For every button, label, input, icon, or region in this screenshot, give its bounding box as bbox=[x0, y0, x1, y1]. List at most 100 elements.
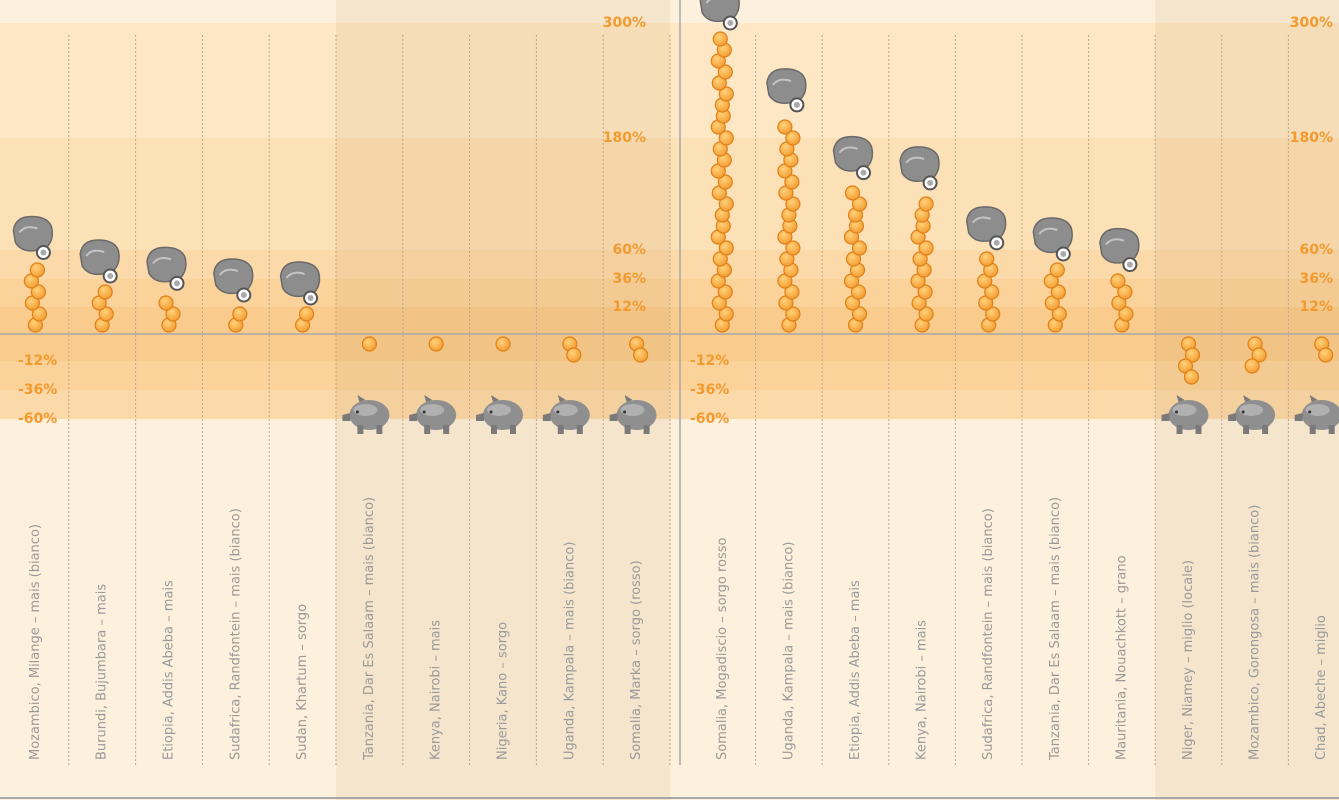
coin bbox=[919, 197, 933, 211]
piggy-icon bbox=[490, 411, 493, 414]
wallet-icon bbox=[1060, 251, 1066, 257]
category-label: Niger, Niamey – miglio (locale) bbox=[1181, 560, 1196, 760]
wallet-icon bbox=[308, 295, 314, 301]
piggy-icon bbox=[644, 425, 650, 434]
wallet-icon bbox=[174, 280, 180, 286]
y-tick-label: 12% bbox=[1299, 299, 1333, 315]
wallet-icon bbox=[107, 273, 113, 279]
y-tick-label: 180% bbox=[1290, 130, 1333, 146]
piggy-icon bbox=[356, 411, 359, 414]
piggy-icon bbox=[577, 425, 583, 434]
piggy-icon bbox=[353, 404, 377, 416]
coin bbox=[713, 32, 727, 46]
coin bbox=[1319, 348, 1333, 362]
coin bbox=[233, 307, 247, 321]
piggy-icon bbox=[1242, 411, 1245, 414]
category-label: Tanzania, Dar Es Salaam – mais (bianco) bbox=[1048, 497, 1063, 761]
coin bbox=[98, 285, 112, 299]
chart: Mozambico, Milange – mais (bianco) Burund… bbox=[0, 0, 1339, 800]
coin bbox=[1245, 359, 1259, 373]
category-label: Chad, Abeche – miglio bbox=[1314, 615, 1329, 760]
category-label: Mozambico, Gorongosa – mais (bianco) bbox=[1248, 505, 1263, 760]
category-label: Kenya, Nairobi – mais bbox=[915, 620, 930, 760]
coin bbox=[567, 348, 581, 362]
coin bbox=[429, 337, 443, 351]
piggy-icon bbox=[1262, 425, 1268, 434]
piggy-icon bbox=[1329, 425, 1335, 434]
piggy-icon bbox=[1173, 404, 1197, 416]
y-tick-label: -36% bbox=[18, 382, 57, 398]
wallet-icon bbox=[1127, 262, 1133, 268]
y-tick-label: 36% bbox=[612, 271, 646, 287]
y-tick-label: 36% bbox=[1299, 271, 1333, 287]
y-tick-label: 60% bbox=[1299, 242, 1333, 258]
piggy-icon bbox=[423, 411, 426, 414]
y-tick-label: 300% bbox=[603, 15, 646, 31]
y-tick-label: 300% bbox=[1290, 15, 1333, 31]
background bbox=[0, 0, 1339, 800]
coin bbox=[30, 263, 44, 277]
y-tick-label: -36% bbox=[690, 382, 729, 398]
wallet-icon bbox=[727, 20, 733, 26]
wallet-icon bbox=[861, 170, 867, 176]
category-label: Etiopia, Addis Abeba – mais bbox=[848, 580, 863, 760]
piggy-icon bbox=[357, 425, 363, 434]
piggy-icon bbox=[487, 404, 511, 416]
category-label: Somalia, Mogadiscio – sorgo rosso bbox=[715, 537, 730, 760]
piggy-icon bbox=[376, 425, 382, 434]
category-label: Nigeria, Kano – sorgo bbox=[496, 622, 511, 760]
category-label: Mozambico, Milange – mais (bianco) bbox=[28, 524, 43, 760]
category-label: Kenya, Nairobi – mais bbox=[429, 620, 444, 760]
coin bbox=[496, 337, 510, 351]
piggy-icon bbox=[1306, 404, 1330, 416]
category-label: Uganda, Kampala – mais (bianco) bbox=[781, 542, 796, 760]
piggy-icon bbox=[1177, 425, 1183, 434]
piggy-icon bbox=[443, 425, 449, 434]
category-label: Sudafrica, Randfontein – mais (bianco) bbox=[228, 508, 243, 760]
piggy-icon bbox=[491, 425, 497, 434]
coin bbox=[362, 337, 376, 351]
y-tick-label: -60% bbox=[690, 411, 729, 427]
wallet-icon bbox=[994, 240, 1000, 246]
coin bbox=[1111, 274, 1125, 288]
piggy-icon bbox=[1239, 404, 1263, 416]
y-tick-label: -12% bbox=[690, 353, 729, 369]
piggy-icon bbox=[554, 404, 578, 416]
y-tick-label: 12% bbox=[612, 299, 646, 315]
piggy-icon bbox=[1243, 425, 1249, 434]
category-label: Etiopia, Addis Abeba – mais bbox=[162, 580, 177, 760]
coin bbox=[1050, 263, 1064, 277]
category-label: Somalia, Marka – sorgo (rosso) bbox=[629, 560, 644, 760]
wallet-icon bbox=[40, 250, 46, 256]
coin bbox=[980, 252, 994, 266]
category-label: Sudafrica, Randfontein – mais (bianco) bbox=[981, 508, 996, 760]
y-tick-label: 180% bbox=[603, 130, 646, 146]
piggy-icon bbox=[623, 411, 626, 414]
coin bbox=[159, 296, 173, 310]
coin bbox=[634, 348, 648, 362]
piggy-icon bbox=[510, 425, 516, 434]
piggy-icon bbox=[1175, 411, 1178, 414]
category-label: Mauritania, Nouachkott – grano bbox=[1114, 555, 1129, 760]
category-label: Uganda, Kampala – mais (bianco) bbox=[562, 542, 577, 760]
wallet-icon bbox=[794, 102, 800, 108]
coin bbox=[300, 307, 314, 321]
category-label: Burundi, Bujumbara – mais bbox=[95, 584, 110, 760]
category-label: Tanzania, Dar Es Salaam – mais (bianco) bbox=[362, 497, 377, 761]
wallet-icon bbox=[241, 292, 247, 298]
wallet-icon bbox=[927, 180, 933, 186]
coin bbox=[1185, 370, 1199, 384]
y-tick-label: -12% bbox=[18, 353, 57, 369]
piggy-icon bbox=[556, 411, 559, 414]
piggy-icon bbox=[1308, 411, 1311, 414]
piggy-icon bbox=[558, 425, 564, 434]
piggy-icon bbox=[1196, 425, 1202, 434]
piggy-icon bbox=[1310, 425, 1316, 434]
coin bbox=[846, 186, 860, 200]
y-tick-label: -60% bbox=[18, 411, 57, 427]
piggy-icon bbox=[420, 404, 444, 416]
coin bbox=[778, 120, 792, 134]
category-label: Sudan, Khartum – sorgo bbox=[295, 604, 310, 760]
piggy-icon bbox=[625, 425, 631, 434]
y-tick-label: 60% bbox=[612, 242, 646, 258]
